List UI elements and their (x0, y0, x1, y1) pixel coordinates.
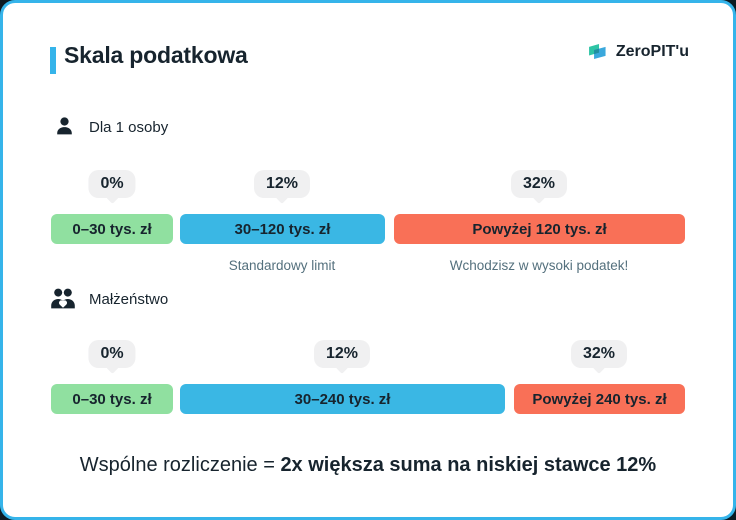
bracket-bar-red: Powyżej 240 tys. zł (514, 384, 685, 414)
rate-badge: 32% (570, 340, 628, 368)
bracket-bar-blue: 30–240 tys. zł (180, 384, 505, 414)
rate-badge: 12% (313, 340, 371, 368)
brand-logo-text: ZeroPIT'u (615, 42, 689, 60)
footer-text-regular: Wspólne rozliczenie = (79, 454, 281, 476)
bracket-note: Standardowy limit (228, 258, 336, 273)
brand-logo: ZeroPIT'u (586, 40, 689, 63)
couple-heart-icon (49, 287, 77, 311)
rate-badge: 32% (510, 170, 568, 198)
section-label-single: Dla 1 osoby (89, 119, 169, 136)
bracket-bar-green: 0–30 tys. zł (51, 214, 173, 244)
footer-summary: Wspólne rozliczenie = 2x większa suma na… (3, 454, 733, 477)
footer-text-bold: 2x większa suma na niskiej stawce 12% (280, 454, 657, 476)
bracket-bar-blue: 30–120 tys. zł (180, 214, 385, 244)
bracket-bar-red: Powyżej 120 tys. zł (394, 214, 685, 244)
page-title: Skala podatkowa (64, 42, 248, 68)
rate-badge: 0% (88, 340, 136, 368)
section-label-marriage: Małżeństwo (89, 291, 169, 308)
bracket-note: Wchodzisz w wysoki podatek! (449, 258, 629, 273)
rate-badge: 0% (88, 170, 136, 198)
zeropitu-logo-icon (586, 40, 609, 63)
person-icon (53, 115, 76, 138)
title-accent-bar (50, 47, 56, 74)
rate-badge: 12% (253, 170, 311, 198)
bracket-bar-green: 0–30 tys. zł (51, 384, 173, 414)
